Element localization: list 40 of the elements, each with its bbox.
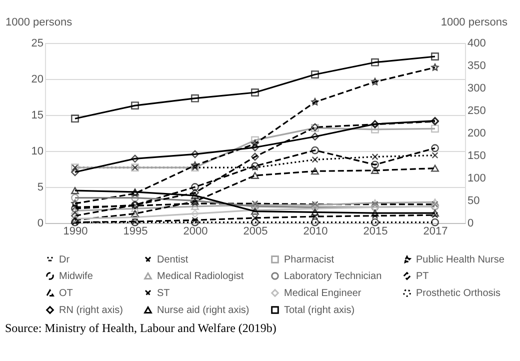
legend-label: Medical Engineer — [284, 288, 362, 299]
legend-label: Laboratory Technician — [284, 271, 382, 282]
x-tick-label: 2010 — [303, 226, 328, 238]
y2-tick-label: 400 — [468, 38, 486, 50]
legend-label: Dr — [59, 254, 70, 266]
x-tick-label: 1990 — [63, 226, 88, 238]
legend-label: Prosthetic Orthosis — [416, 288, 500, 299]
legend-label: ST — [157, 288, 170, 299]
y-tick-label: 10 — [31, 146, 44, 158]
source-note: Source: Ministry of Health, Labour and Welfare (2019b) — [5, 321, 276, 335]
y2-tick-label: 300 — [468, 82, 486, 94]
y-axis-title: 1000 persons — [6, 16, 73, 28]
y2-tick-label: 200 — [468, 128, 486, 140]
y2-tick-label: 50 — [468, 195, 480, 207]
legend-label: Public Health Nurse — [416, 254, 505, 266]
y2-tick-label: 100 — [468, 172, 486, 184]
y-tick-label: 5 — [37, 182, 44, 194]
y2-tick-label: 250 — [468, 105, 486, 117]
y-tick-label: 0 — [37, 218, 44, 230]
legend-label: Nurse aid (right axis) — [157, 305, 250, 316]
y-tick-label: 15 — [31, 110, 44, 122]
y-tick-label: 20 — [31, 74, 44, 86]
x-tick-label: 2005 — [243, 226, 268, 238]
y2-tick-label: 0 — [468, 218, 474, 230]
legend-label: OT — [59, 288, 73, 299]
legend-label: PT — [416, 271, 429, 282]
legend-label: Dentist — [157, 254, 188, 266]
legend-label: Pharmacist — [284, 254, 334, 266]
legend-label: Medical Radiologist — [157, 271, 244, 282]
legend-label: Midwife — [59, 271, 94, 282]
legend-label: RN (right axis) — [59, 305, 123, 316]
x-tick-label: 2015 — [363, 226, 388, 238]
x-tick-label: 2000 — [183, 226, 208, 238]
y2-axis-title: 1000 persons — [440, 16, 508, 28]
y2-tick-label: 150 — [468, 150, 486, 162]
y2-tick-label: 350 — [468, 60, 486, 72]
x-tick-label: 2017 — [423, 226, 448, 238]
x-tick-label: 1995 — [123, 226, 148, 238]
legend-label: Total (right axis) — [284, 305, 355, 316]
y-tick-label: 25 — [31, 38, 44, 50]
